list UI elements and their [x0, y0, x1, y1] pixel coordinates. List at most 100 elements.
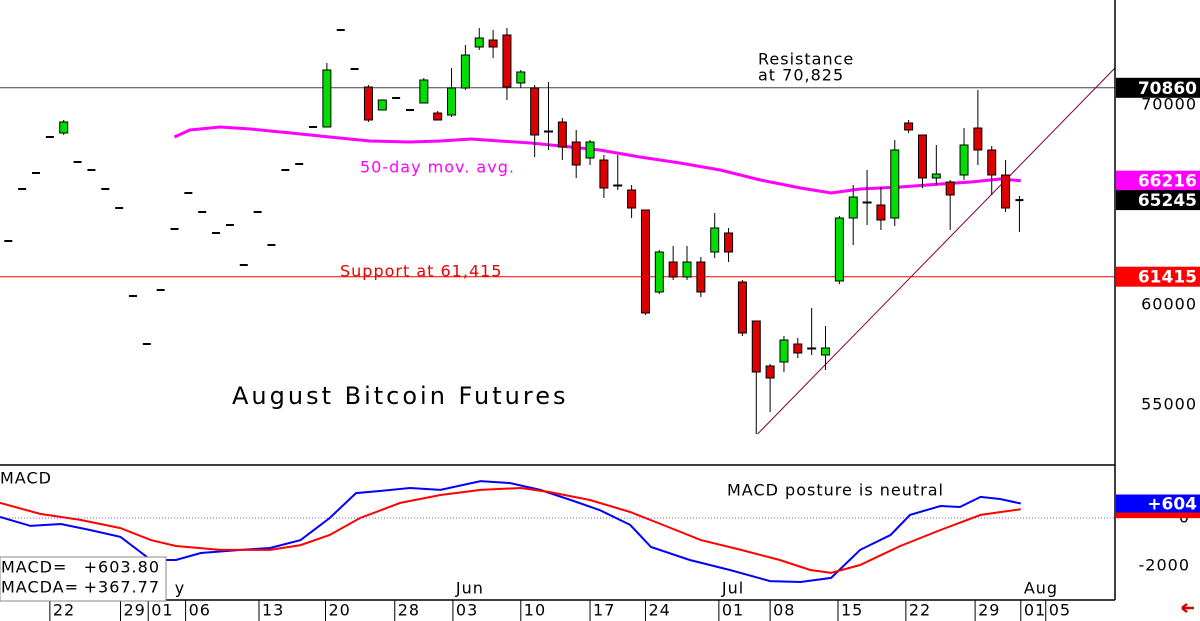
x-tick-label: 20	[328, 601, 350, 620]
readout-value: +367.77	[84, 578, 160, 597]
candle-body	[959, 144, 969, 176]
candle-body	[599, 159, 609, 189]
month-label: Jun	[455, 579, 484, 598]
price-label-box	[1116, 190, 1200, 211]
x-tick-label: 01	[722, 601, 744, 620]
x-tick-label: 01	[151, 601, 173, 620]
readout-name: MACDA=	[1, 578, 79, 597]
price-label: 70860	[1138, 79, 1197, 99]
candle-body	[793, 343, 803, 354]
month-label: Aug	[1024, 579, 1058, 598]
candle-body	[876, 204, 886, 221]
price-label: 61415	[1138, 268, 1197, 288]
candle-body	[488, 39, 498, 48]
x-tick-label: 10	[524, 601, 546, 620]
candle-body	[530, 87, 540, 136]
month-label: Jul	[721, 579, 744, 598]
candle-body	[917, 134, 927, 179]
x-tick-label: 22	[909, 601, 931, 620]
candle-body	[447, 87, 457, 116]
support-label: Support at 61,415	[340, 262, 502, 281]
y-tick-label: -2000	[1139, 555, 1191, 574]
y-tick-label: 60000	[1141, 295, 1197, 314]
grid-layer	[0, 87, 1115, 621]
candle-body	[474, 37, 484, 48]
candle-body	[807, 347, 817, 350]
x-tick-label: 15	[841, 601, 863, 620]
scroll-arrow[interactable]	[1181, 603, 1194, 613]
candle-body	[765, 365, 775, 379]
candle-body	[821, 347, 831, 356]
x-tick-label: 22	[53, 601, 75, 620]
resistance-label: Resistance	[758, 50, 854, 69]
candle-body	[724, 232, 734, 253]
macd-label: +604	[1147, 495, 1197, 515]
candle-body	[377, 99, 387, 111]
macd-line	[0, 480, 1022, 584]
candle-body	[543, 130, 553, 133]
candle-body	[710, 227, 720, 253]
x-tick-label: 01	[1024, 601, 1046, 620]
candle-body	[1001, 174, 1011, 209]
candle-body	[779, 339, 789, 363]
candle-body	[433, 112, 443, 121]
price-label-box	[1116, 266, 1200, 287]
candle-body	[973, 127, 983, 151]
candle-body	[363, 86, 373, 121]
readout-value: +603.80	[84, 558, 160, 577]
x-tick-label: 29	[124, 601, 146, 620]
x-tick-label: 06	[189, 601, 211, 620]
candle-body	[904, 122, 914, 131]
candle-body	[460, 54, 470, 89]
candle-body	[516, 71, 526, 84]
candle-body	[862, 201, 872, 204]
labels-layer: Resistance at 70,825 50-day mov. avg. Su…	[0, 50, 1200, 620]
candle-body	[322, 69, 332, 128]
readout-box	[0, 556, 167, 602]
candle-body	[696, 261, 706, 293]
x-tick-label: 28	[398, 601, 420, 620]
candle-body	[640, 209, 650, 314]
candle-body	[890, 149, 900, 219]
candle-body	[987, 149, 997, 176]
candle-body	[627, 189, 637, 209]
candle-body	[654, 251, 664, 293]
candle-body	[931, 173, 941, 179]
price-label: 65245	[1138, 191, 1197, 211]
resistance-label: at 70,825	[758, 66, 844, 85]
macd-line	[0, 486, 1021, 574]
x-tick-label: 17	[593, 601, 615, 620]
candle-body	[682, 261, 692, 278]
candle-body	[751, 320, 761, 373]
candle-body	[737, 281, 747, 334]
price-label-box	[1116, 77, 1200, 98]
candle-body	[502, 34, 512, 88]
x-tick-label: 13	[262, 601, 284, 620]
candle-body	[571, 141, 581, 166]
candle-body	[557, 121, 567, 148]
candle-body	[945, 181, 955, 196]
macd-title: MACD	[0, 469, 52, 488]
macd-readout: MACD= +603.80 MACDA= +367.77	[0, 556, 167, 602]
candle-body	[668, 261, 678, 278]
moving-average-label: 50-day mov. avg.	[360, 158, 515, 177]
marks-layer	[0, 28, 1116, 584]
readout-name: MACD=	[1, 558, 67, 577]
candle-body	[585, 141, 595, 159]
x-tick-label: 08	[773, 601, 795, 620]
macd-note: MACD posture is neutral	[727, 481, 944, 500]
macd-label-box	[1116, 494, 1200, 513]
x-tick-label: 24	[648, 601, 670, 620]
price-label-box	[1116, 170, 1200, 191]
candle-body	[59, 121, 69, 134]
price-label: 66216	[1138, 172, 1197, 192]
trendline	[757, 67, 1116, 435]
candle-body	[419, 79, 429, 104]
x-tick-label: 05	[1049, 601, 1071, 620]
candle-body	[834, 217, 844, 282]
y-tick-label: 70000	[1141, 95, 1197, 114]
chart-title: August Bitcoin Futures	[232, 382, 568, 410]
x-tick-label: 03	[456, 601, 478, 620]
